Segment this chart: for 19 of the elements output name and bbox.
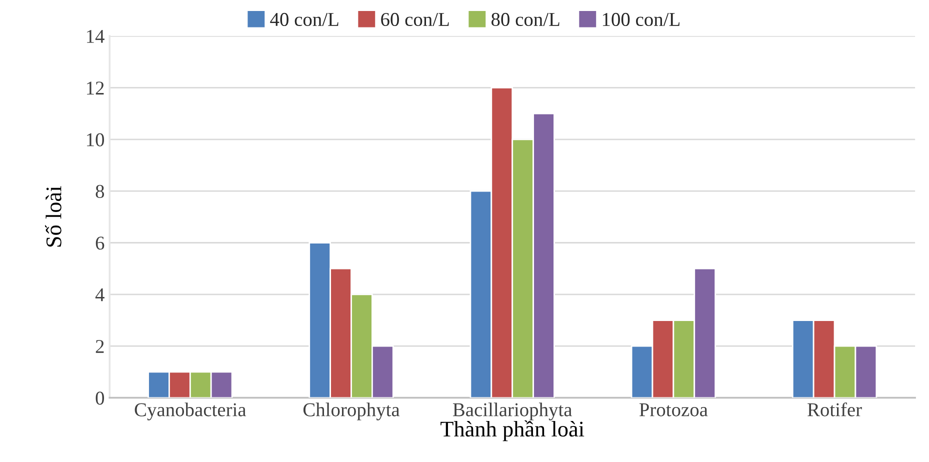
legend-label: 100 con/L xyxy=(602,12,680,26)
x-tick-label: Rotifer xyxy=(808,402,862,416)
y-tick-label: 4 xyxy=(95,288,104,302)
y-tick-label: 12 xyxy=(87,82,104,94)
x-tick-label: Bacillariophyta xyxy=(452,402,572,420)
y-tick-label: 14 xyxy=(87,30,104,43)
x-tick-label: Cyanobacteria xyxy=(134,402,246,420)
x-tick-label: Chlorophyta xyxy=(303,402,400,420)
x-tick-label: Protozoa xyxy=(639,403,708,416)
y-tick-label: 2 xyxy=(96,340,104,353)
y-tick-label: 0 xyxy=(96,392,104,405)
x-axis-title: Thành phần loài xyxy=(440,420,584,442)
legend-label: 80 con/L xyxy=(491,12,560,26)
legend-label: 60 con/L xyxy=(381,12,449,26)
y-tick-label: 6 xyxy=(96,236,104,250)
y-axis-title: Số loài xyxy=(45,186,62,247)
y-tick-label: 8 xyxy=(96,184,104,198)
legend-label: 40 con/L xyxy=(270,12,338,26)
y-tick-label: 10 xyxy=(87,133,104,146)
